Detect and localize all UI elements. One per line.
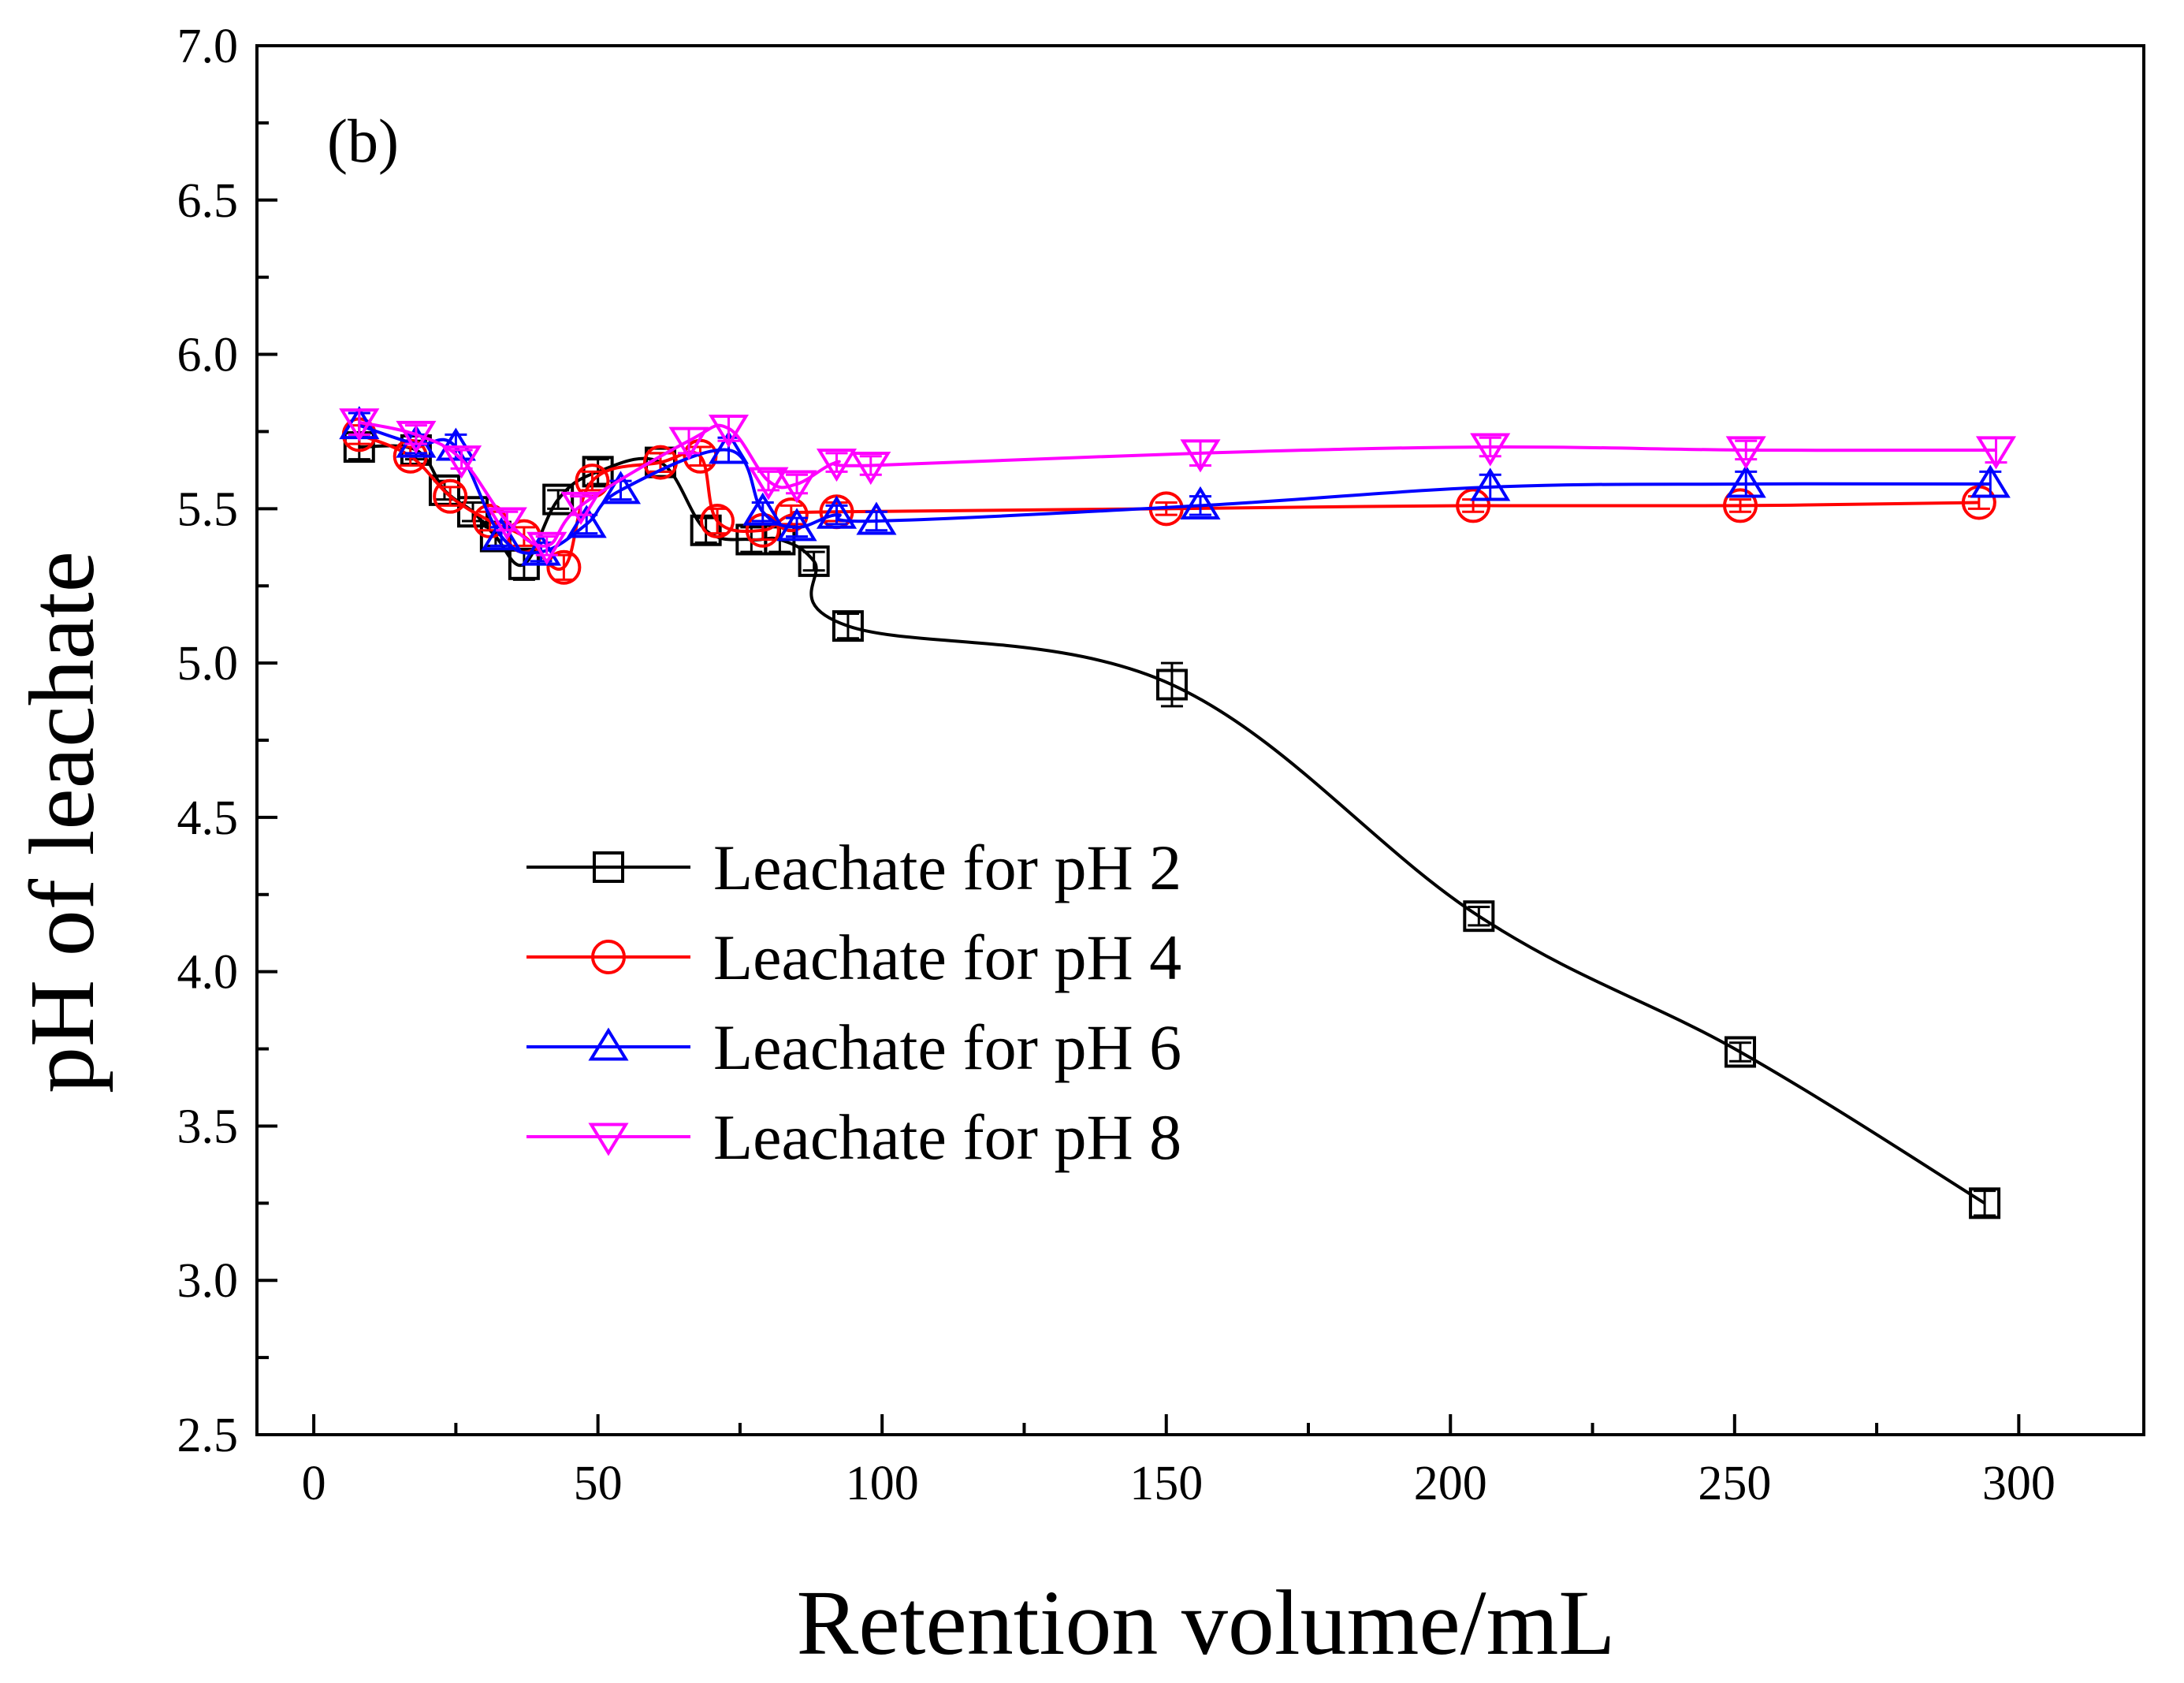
y-tick-label: 3.5 [177,1100,239,1153]
data-point [396,420,437,454]
data-point [1470,467,1511,501]
legend-label: Leachate for pH 2 [713,832,1181,903]
legend-marker [588,1123,629,1156]
x-tick-label: 100 [846,1457,919,1510]
data-point [1725,436,1766,470]
data-point [690,514,722,546]
legend-item: Leachate for pH 8 [526,1101,1181,1173]
data-point [526,531,567,565]
data-point [816,449,858,482]
y-tick-label: 6.0 [177,329,239,382]
data-point [520,532,562,566]
x-tick-label: 0 [302,1457,326,1510]
legend-label: Leachate for pH 6 [713,1011,1181,1083]
x-tick-label: 200 [1414,1457,1487,1510]
series-4 [339,408,2017,565]
series-3 [339,406,2011,566]
x-axis-title: Retention volume/mL [797,1571,1616,1674]
y-axis: 2.5 3.0 3.5 4.0 4.5 5.0 5.5 6.0 6.5 7.0 [177,20,277,1462]
y-tick-label: 2.5 [177,1409,239,1462]
data-point [428,474,460,506]
y-tick-label: 6.5 [177,174,239,228]
data-point [1970,464,2011,498]
panel-label: (b) [327,106,399,175]
data-point [339,408,380,442]
plot-frame [255,44,2145,1436]
data-point [542,483,575,516]
data-point [486,507,527,541]
series-layer [339,406,2017,1219]
data-point [832,610,864,642]
series-1 [343,431,2001,1219]
legend-label: Leachate for pH 4 [713,922,1181,993]
data-point [856,501,897,535]
data-point [1975,436,2017,470]
data-point [1470,433,1511,467]
data-point [441,445,482,479]
data-point [850,451,891,486]
data-point [1463,900,1495,933]
legend-marker [593,851,624,883]
data-point [396,424,437,458]
y-tick-label: 3.0 [177,1254,239,1308]
legend-marker [588,1027,629,1061]
series-line [359,444,1986,1205]
x-tick-label: 250 [1698,1457,1771,1510]
x-axis: 0 50 100 150 200 250 300 [302,1414,2056,1510]
y-tick-label: 5.5 [177,482,239,536]
data-point [566,505,607,538]
y-tick-label: 7.0 [177,20,239,73]
data-point [600,471,642,505]
data-point [1723,488,1758,523]
data-point [708,430,750,464]
series-line [359,420,1996,548]
y-axis-title: pH of leachate [10,551,113,1093]
data-point [1725,1036,1757,1068]
x-tick-label: 300 [1982,1457,2056,1510]
data-point [1180,486,1221,519]
data-point [776,470,817,504]
y-tick-label: 5.0 [177,637,239,691]
data-point [1155,668,1188,701]
legend-label: Leachate for pH 8 [713,1101,1181,1173]
data-point [748,467,789,501]
data-point [798,545,830,577]
x-tick-label: 50 [574,1457,623,1510]
data-point [668,426,709,460]
data-point [560,491,601,525]
legend-item: Leachate for pH 6 [526,1011,1181,1083]
legend-marker [591,940,626,974]
data-point [700,503,735,538]
data-point [816,495,858,529]
y-tick-label: 4.5 [177,791,239,845]
plot-border [255,44,2145,1436]
legend-item: Leachate for pH 4 [526,922,1181,993]
x-tick-label: 150 [1129,1457,1203,1510]
data-point [435,427,476,461]
legend-item: Leachate for pH 2 [526,832,1181,903]
data-point [708,415,750,449]
data-point [1456,488,1491,523]
data-point [1725,464,1766,498]
data-point [1180,439,1221,473]
legend: Leachate for pH 2 Leachate for pH 4 Leacha… [526,832,1181,1173]
data-point [546,549,582,585]
data-point [433,478,468,514]
data-point [1969,1187,2001,1219]
y-tick-label: 4.0 [177,946,239,1000]
data-point [776,508,817,542]
data-point [742,492,783,526]
